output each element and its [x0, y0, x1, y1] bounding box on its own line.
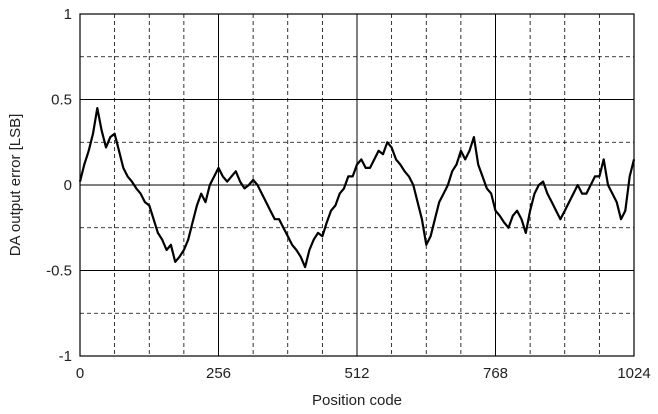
- x-axis-label: Position code: [312, 392, 402, 409]
- x-tick-label: 0: [76, 365, 84, 382]
- y-tick-labels: 1 0.5 0 -0.5 -1: [46, 6, 72, 365]
- y-tick-label: -0.5: [46, 263, 72, 280]
- y-tick-label: -1: [59, 348, 72, 365]
- x-tick-labels: 0 256 512 768 1024: [76, 365, 651, 382]
- series-layer: [78, 106, 636, 269]
- x-tick-label: 768: [483, 365, 508, 382]
- x-tick-label: 1024: [617, 365, 650, 382]
- y-tick-label: 0.5: [51, 92, 72, 109]
- y-axis-label: DA output error [LSB]: [7, 114, 24, 257]
- series-line: [78, 106, 636, 269]
- plot-frame: [79, 13, 635, 357]
- y-tick-label: 0: [64, 177, 72, 194]
- x-tick-label: 256: [206, 365, 231, 382]
- major-grid: [80, 14, 634, 356]
- y-tick-label: 1: [64, 6, 72, 23]
- x-tick-label: 512: [344, 365, 369, 382]
